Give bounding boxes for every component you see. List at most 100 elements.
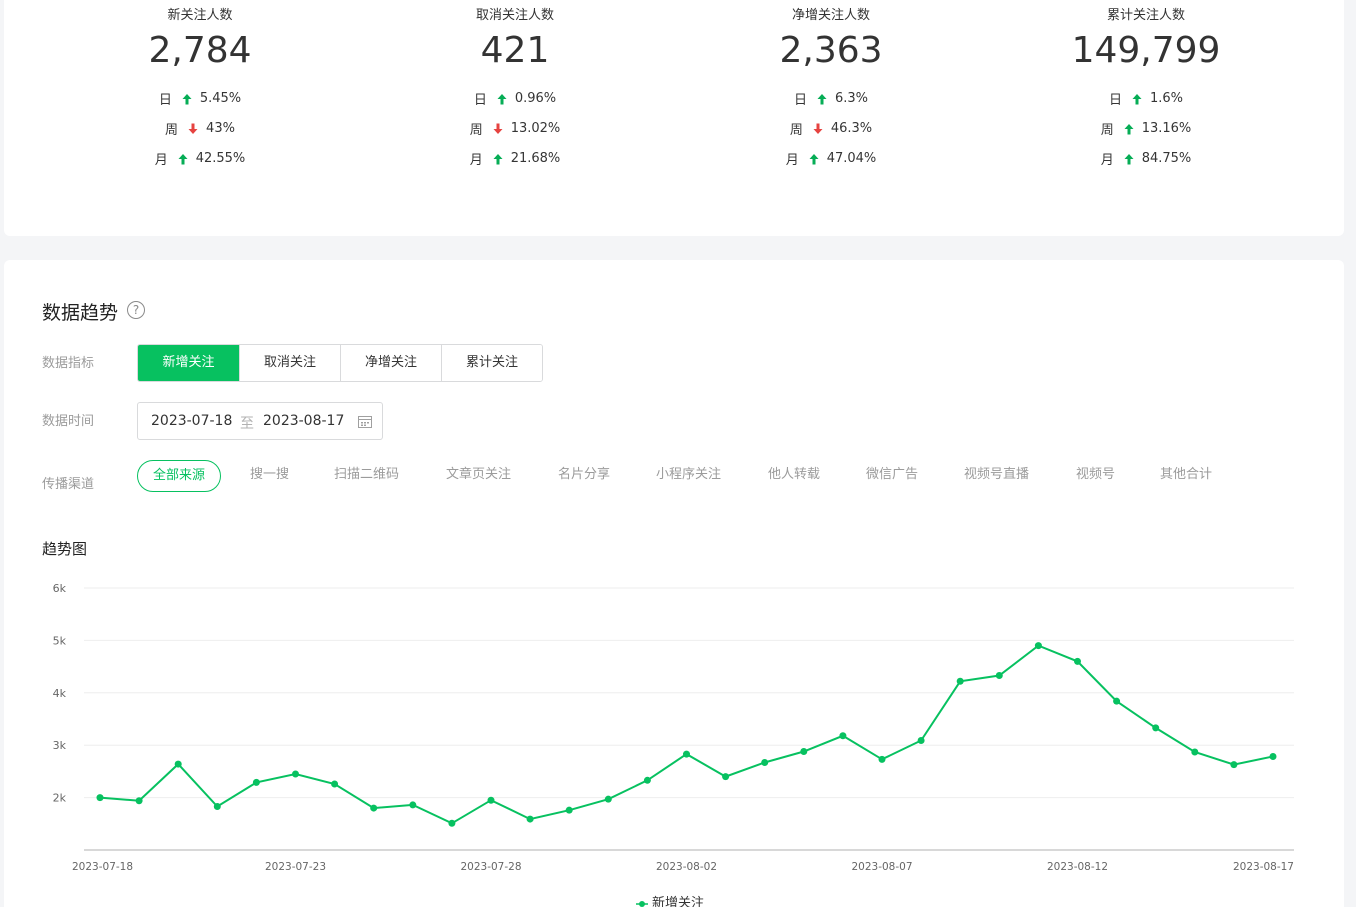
stat-value: 149,799 [1071, 30, 1221, 71]
metric-selector: 新增关注 取消关注 净增关注 累计关注 [137, 344, 543, 382]
change-percent: 42.55% [195, 151, 246, 166]
data-point [604, 795, 612, 803]
chart-title: 趋势图 [42, 540, 88, 558]
stat-change-row: 日 5.45% [50, 89, 350, 108]
data-point [487, 796, 495, 804]
change-percent: 13.16% [1141, 121, 1192, 136]
y-tick-label: 6k [53, 582, 67, 595]
arrow-up-icon [1124, 153, 1134, 165]
data-point [96, 794, 104, 802]
period-label: 月 [154, 153, 168, 168]
channel-ads[interactable]: 微信广告 [866, 467, 919, 482]
channel-live[interactable]: 视频号直播 [964, 467, 1030, 482]
arrow-up-icon [178, 153, 188, 165]
arrow-up-icon [493, 153, 503, 165]
series-line [99, 644, 1274, 825]
channel-qrcode[interactable]: 扫描二维码 [334, 467, 400, 482]
period-label: 周 [789, 123, 803, 138]
stats-card: 新关注人数 2,784 日 5.45% 周 43% 月 42.55% 取消关注人数 421… [4, 0, 1344, 236]
x-tick-label: 2023-08-12 [1047, 861, 1108, 873]
calendar-icon[interactable] [358, 415, 372, 428]
data-point [1191, 748, 1199, 756]
data-point [565, 806, 573, 814]
data-point [956, 677, 964, 685]
change-percent: 13.02% [510, 121, 561, 136]
stat-title: 净增关注人数 [791, 8, 870, 23]
period-label: 日 [473, 93, 487, 108]
data-point [213, 803, 221, 811]
channel-all[interactable]: 全部来源 [137, 460, 222, 492]
metric-tab-total[interactable]: 累计关注 [441, 345, 542, 381]
data-point [252, 778, 260, 786]
date-range-picker[interactable]: 2023-07-18 至 2023-08-17 [137, 402, 383, 440]
data-point [174, 760, 182, 768]
date-end[interactable]: 2023-08-17 [263, 413, 345, 429]
change-percent: 5.45% [199, 91, 242, 106]
chart-legend[interactable]: 新增关注 [636, 892, 704, 907]
arrow-up-icon [809, 153, 819, 165]
channel-article[interactable]: 文章页关注 [446, 467, 512, 482]
channel-search[interactable]: 搜一搜 [250, 467, 290, 482]
data-point [1152, 724, 1160, 732]
change-percent: 47.04% [826, 151, 877, 166]
data-point [448, 819, 456, 827]
x-tick-label: 2023-08-17 [1233, 861, 1294, 873]
date-start[interactable]: 2023-07-18 [151, 413, 233, 429]
data-point [761, 758, 769, 766]
change-percent: 43% [206, 121, 235, 136]
stat-change-row: 周 43% [50, 119, 350, 138]
arrow-up-icon [817, 93, 827, 105]
channel-miniprogram[interactable]: 小程序关注 [656, 467, 722, 482]
data-point [1034, 642, 1042, 650]
period-label: 周 [1100, 123, 1114, 138]
arrow-down-icon [188, 123, 198, 135]
arrow-up-icon [1132, 93, 1142, 105]
stat-change-row: 月 42.55% [50, 149, 350, 168]
x-tick-label: 2023-08-02 [656, 861, 717, 873]
stat-title: 累计关注人数 [1106, 8, 1185, 23]
metric-tab-unfollow[interactable]: 取消关注 [239, 345, 340, 381]
stat-change-row: 周 46.3% [681, 119, 981, 138]
metric-label: 数据指标 [42, 356, 95, 371]
stat-change-row: 日 1.6% [996, 89, 1296, 108]
period-label: 周 [165, 123, 179, 138]
y-tick-label: 5k [53, 634, 67, 647]
data-point [526, 815, 534, 823]
stat-change-row: 日 6.3% [681, 89, 981, 108]
metric-tab-new[interactable]: 新增关注 [138, 345, 239, 381]
y-tick-label: 2k [53, 792, 67, 805]
stat-change-row: 日 0.96% [365, 89, 665, 108]
period-label: 日 [793, 93, 807, 108]
change-percent: 46.3% [830, 121, 873, 136]
period-label: 日 [1108, 93, 1122, 108]
stat-change-row: 月 47.04% [681, 149, 981, 168]
channel-repost[interactable]: 他人转载 [768, 467, 821, 482]
arrow-up-icon [182, 93, 192, 105]
stat-value: 421 [480, 30, 550, 71]
arrow-up-icon [1124, 123, 1134, 135]
x-tick-label: 2023-07-23 [265, 861, 326, 873]
data-point [370, 804, 378, 812]
x-tick-label: 2023-08-07 [851, 861, 912, 873]
stat-change-row: 周 13.16% [996, 119, 1296, 138]
period-label: 月 [785, 153, 799, 168]
channel-channels[interactable]: 视频号 [1076, 467, 1116, 482]
legend-marker-icon [636, 900, 648, 907]
help-icon[interactable]: ? [127, 301, 145, 319]
metric-tab-net[interactable]: 净增关注 [340, 345, 441, 381]
change-percent: 0.96% [514, 91, 557, 106]
channel-other[interactable]: 其他合计 [1160, 467, 1213, 482]
legend-label: 新增关注 [652, 896, 705, 907]
x-tick-label: 2023-07-18 [72, 861, 133, 873]
data-point [643, 776, 651, 784]
x-tick-label: 2023-07-28 [460, 861, 521, 873]
data-point [135, 797, 143, 805]
data-point [292, 770, 299, 778]
stat-change-row: 周 13.02% [365, 119, 665, 138]
channel-card-share[interactable]: 名片分享 [558, 467, 611, 482]
period-label: 日 [158, 93, 172, 108]
arrow-down-icon [493, 123, 503, 135]
data-point [1230, 761, 1238, 769]
change-percent: 6.3% [834, 91, 869, 106]
data-point [839, 732, 847, 740]
